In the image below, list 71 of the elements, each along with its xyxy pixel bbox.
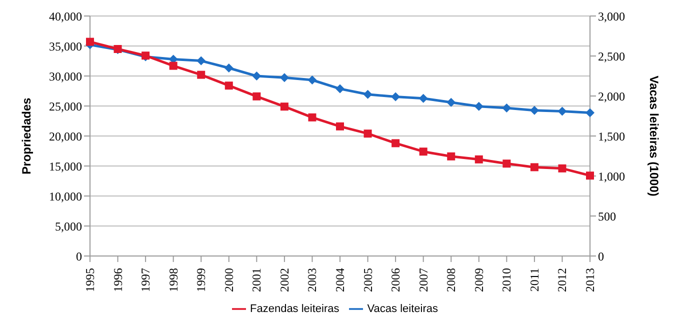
x-tick-label: 2011 [527, 268, 542, 292]
point [502, 160, 511, 168]
y2-tick-label: 3,000 [598, 9, 625, 24]
y2-tick-label: 2,000 [598, 89, 625, 104]
point [418, 94, 428, 103]
x-tick-label: 2001 [250, 268, 264, 292]
point [447, 152, 456, 160]
point [391, 92, 400, 102]
point [308, 113, 316, 122]
x-tick-label: 2009 [472, 268, 486, 292]
y2-tick-label: 0 [598, 249, 604, 264]
point [363, 90, 372, 99]
point [474, 102, 484, 111]
y-tick-label: 20,000 [49, 129, 82, 144]
point [336, 84, 344, 94]
point [197, 70, 206, 79]
point [252, 72, 262, 80]
point [530, 106, 539, 115]
x-tick-label: 1996 [110, 268, 125, 292]
x-tick-label: 1995 [83, 268, 97, 292]
legend-label: Vacas leiteiras [367, 302, 438, 315]
x-tick-label: 2007 [416, 268, 430, 292]
y-tick-label: 0 [76, 249, 82, 264]
point [392, 139, 400, 148]
point [502, 104, 512, 112]
point [558, 164, 566, 172]
x-tick-label: 2012 [555, 268, 570, 292]
point [530, 163, 538, 172]
y2-axis-title: Vacas leiteiras (1000) [646, 76, 661, 196]
point [280, 102, 288, 111]
y2-tick-label: 1,500 [598, 129, 625, 144]
y-tick-label: 30,000 [49, 69, 82, 84]
x-tick-label: 2002 [277, 268, 292, 292]
point [558, 106, 567, 116]
x-tick-label: 2000 [222, 268, 236, 292]
point [224, 64, 234, 72]
y2-tick-label: 2,500 [598, 49, 625, 64]
x-tick-label: 1997 [138, 268, 153, 292]
point [364, 130, 372, 138]
x-tick-label: 2006 [388, 268, 403, 292]
y-tick-label: 40,000 [49, 9, 82, 24]
x-tick-label: 1999 [194, 268, 208, 292]
point [586, 172, 594, 180]
point [86, 38, 94, 46]
point [252, 92, 261, 100]
point [336, 122, 344, 130]
point [419, 148, 428, 156]
x-tick-label: 2004 [333, 268, 347, 292]
x-tick-label: 1998 [166, 268, 180, 292]
point [196, 56, 206, 66]
point [280, 73, 289, 82]
x-tick-label: 2013 [583, 268, 597, 292]
y2-tick-label: 500 [598, 209, 616, 224]
x-tick-label: 2005 [360, 268, 375, 292]
y-axis-title: Propriedades [19, 97, 34, 174]
y-tick-label: 25,000 [49, 99, 82, 114]
legend-label: Fazendas leiteiras [250, 302, 340, 315]
y-tick-label: 5,000 [55, 219, 82, 234]
point [224, 82, 233, 90]
y-tick-label: 15,000 [49, 159, 82, 174]
point [474, 155, 483, 164]
point [446, 98, 456, 107]
point [308, 76, 317, 84]
y-tick-label: 10,000 [49, 189, 82, 204]
x-tick-label: 2003 [305, 268, 320, 292]
point [169, 62, 178, 70]
x-tick-label: 2008 [444, 268, 458, 292]
x-tick-label: 2010 [500, 268, 514, 292]
point [586, 108, 594, 118]
y-tick-label: 35,000 [49, 39, 82, 54]
y2-tick-label: 1,000 [598, 169, 625, 184]
